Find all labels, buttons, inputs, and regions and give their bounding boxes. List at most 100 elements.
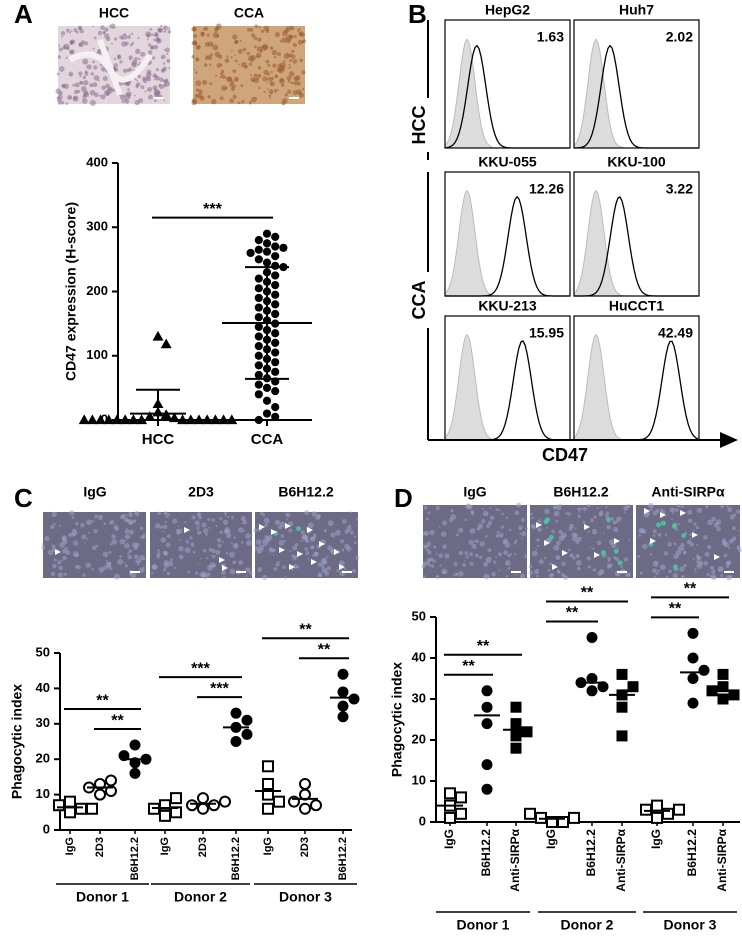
histogram-frame (573, 171, 700, 297)
cell-texture (262, 574, 268, 580)
mfi-ratio: 3.22 (666, 181, 693, 197)
data-point (129, 739, 141, 751)
arrowhead (536, 522, 542, 528)
cell-texture (219, 517, 223, 521)
cell-texture (671, 518, 674, 521)
cell-texture (713, 522, 720, 528)
cell-texture (241, 61, 247, 68)
cell-texture (546, 527, 549, 529)
cell-texture (484, 534, 488, 538)
cell-texture (44, 536, 50, 542)
cell-texture (287, 67, 290, 69)
cell-texture (58, 66, 65, 72)
cell-texture (249, 101, 252, 105)
cell-texture (606, 524, 611, 530)
cell-texture (204, 41, 210, 47)
cell-texture (705, 504, 709, 509)
cell-texture (693, 522, 697, 526)
cell-texture (98, 566, 105, 573)
cell-texture (98, 94, 101, 97)
cell-texture (63, 47, 65, 50)
cell-texture (458, 527, 464, 533)
cell-texture (61, 84, 65, 88)
cell-texture (246, 52, 251, 56)
arrowhead (334, 549, 340, 555)
data-point (687, 697, 699, 709)
data-point (230, 707, 242, 719)
cell-texture (438, 553, 444, 559)
cell-texture (166, 58, 171, 63)
cell-texture (209, 63, 212, 67)
cell-texture (458, 550, 463, 556)
cell-texture (487, 520, 493, 526)
image-title: IgG (463, 484, 486, 500)
cell-texture (592, 568, 597, 572)
cell-texture (65, 56, 68, 59)
cell-texture (288, 528, 293, 533)
cell-texture (278, 67, 285, 74)
cell-texture (663, 551, 669, 556)
data-point (185, 414, 197, 425)
significance-label: *** (203, 201, 222, 218)
group-label: HCC (409, 106, 429, 145)
significance-label: ** (581, 585, 594, 602)
cell-texture (341, 519, 347, 524)
y-tick-label: 20 (36, 751, 50, 766)
cell-texture (257, 37, 262, 42)
cell-texture (156, 555, 160, 559)
cell-texture (296, 29, 300, 32)
cell-texture (677, 545, 683, 552)
cell-texture (664, 533, 668, 537)
data-point (218, 414, 230, 425)
cell-texture (202, 548, 207, 553)
cell-texture (205, 55, 209, 60)
cell-texture (520, 517, 526, 522)
cell-texture (458, 571, 464, 577)
cell-texture (289, 25, 295, 31)
image-title: B6H12.2 (553, 484, 608, 500)
cell-texture (166, 534, 171, 539)
cell-texture (598, 512, 603, 517)
cell-texture (514, 539, 518, 543)
panel-label: B (408, 0, 427, 29)
cell-texture (178, 538, 181, 541)
cell-texture (304, 547, 309, 551)
cell-texture (231, 49, 233, 52)
cell-texture (725, 505, 728, 508)
cell-texture (441, 531, 447, 537)
cell-texture (206, 557, 209, 560)
cell-texture (258, 544, 265, 551)
cell-texture (135, 560, 138, 563)
data-point (254, 351, 263, 360)
cell-texture (158, 27, 164, 33)
cell-texture (215, 524, 218, 528)
cell-texture (134, 78, 137, 81)
cell-texture (683, 564, 687, 568)
cell-texture (78, 71, 83, 76)
cell-texture (86, 519, 92, 526)
panel-label: D (394, 483, 413, 513)
data-point (337, 711, 349, 723)
cell-texture (538, 559, 544, 565)
cell-texture (659, 564, 666, 571)
cell-texture (582, 506, 587, 511)
y-tick-label: 20 (412, 731, 426, 746)
cell-texture (60, 100, 65, 105)
cell-texture (519, 528, 522, 531)
cell-texture (675, 527, 679, 531)
cell-texture (58, 91, 63, 96)
cell-texture (596, 540, 602, 546)
cell-texture (208, 547, 213, 552)
cell-texture (215, 23, 222, 30)
cell-texture (102, 30, 106, 34)
cell-texture (587, 530, 590, 533)
cell-texture (94, 514, 98, 519)
cell-texture (126, 68, 131, 73)
cell-texture (195, 80, 202, 87)
cell-texture (273, 56, 277, 59)
arrowhead (289, 564, 295, 570)
cell-texture (450, 509, 454, 513)
cell-texture (544, 508, 550, 515)
cell-texture (57, 572, 64, 578)
cell-texture (229, 82, 234, 87)
